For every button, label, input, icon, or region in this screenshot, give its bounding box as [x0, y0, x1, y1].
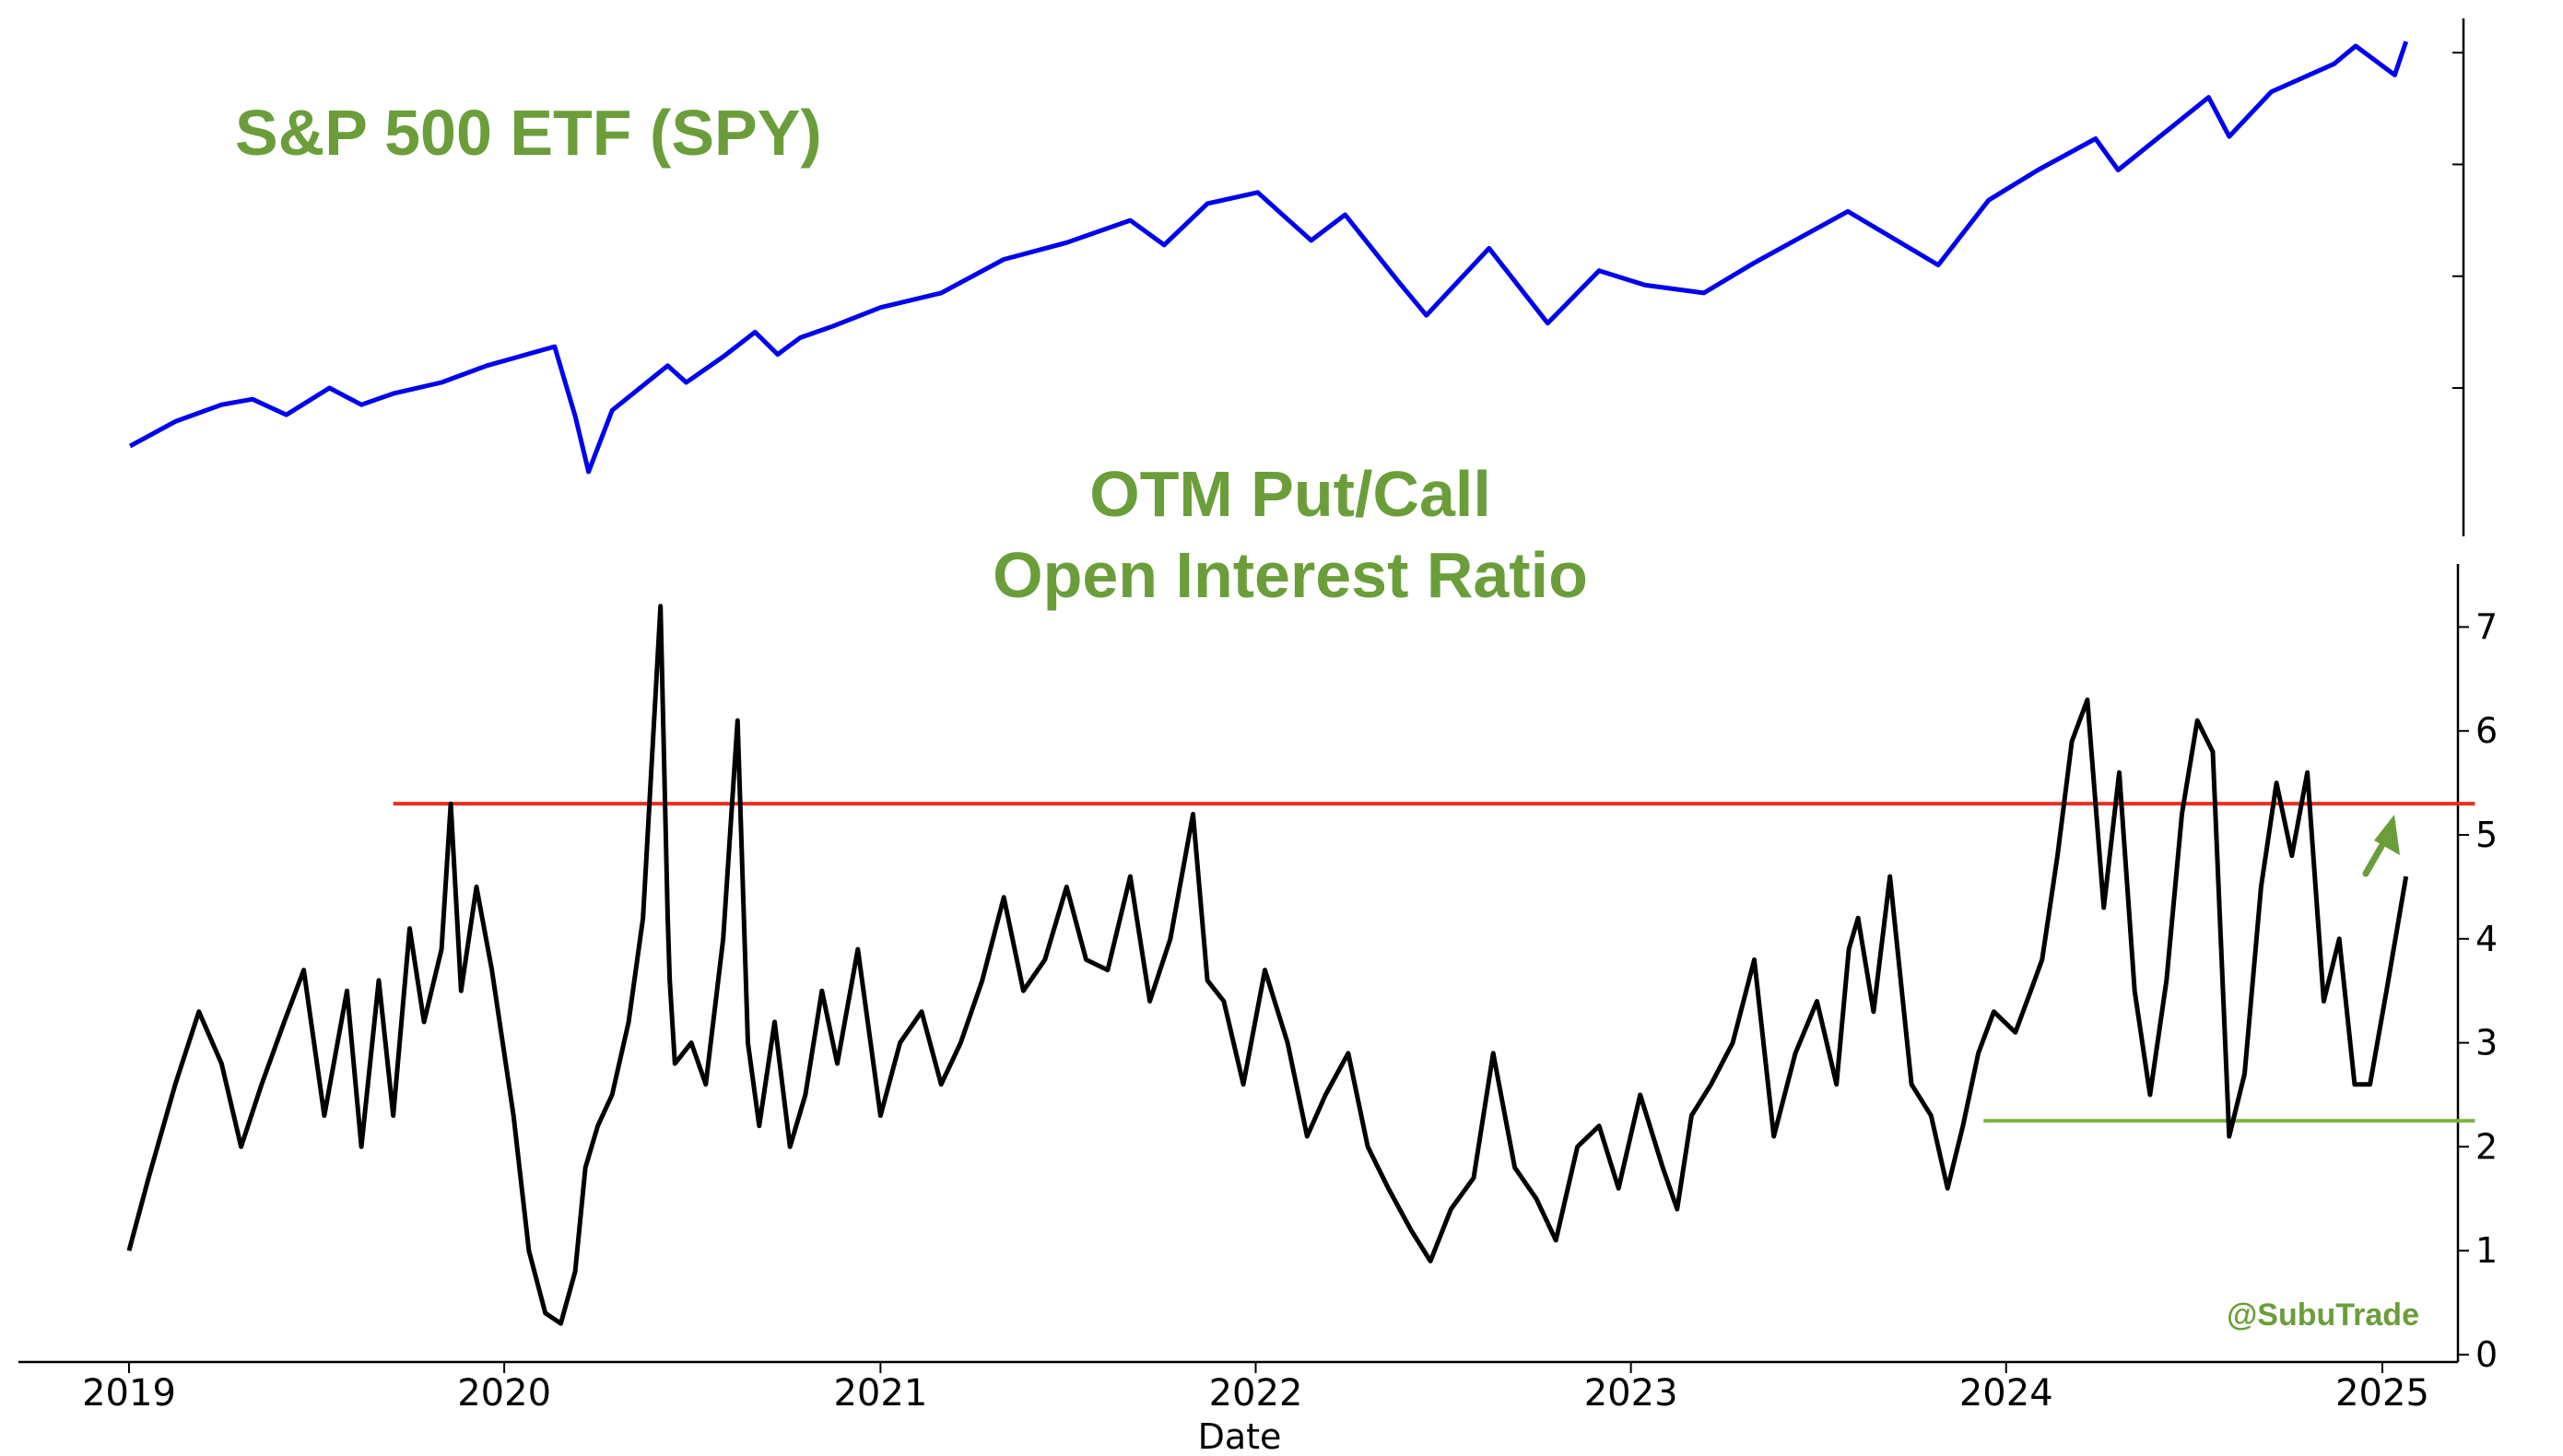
y-tick-label: 2 [2475, 1126, 2498, 1167]
x-tick-label: 2020 [457, 1372, 551, 1415]
spy-panel: S&P 500 ETF (SPY) [128, 18, 2465, 536]
pcr-title-line-2: Open Interest Ratio [993, 539, 1588, 611]
put-call-ratio-line [126, 604, 2409, 1326]
y-tick-label: 6 [2475, 710, 2498, 751]
pcr-panel: OTM Put/Call Open Interest Ratio 2019 202… [18, 458, 2498, 1456]
spy-ytick-marks [2452, 52, 2463, 390]
x-tick-label: 2022 [1209, 1372, 1303, 1415]
x-axis-label: Date [1198, 1416, 1282, 1456]
x-tick-label: 2019 [82, 1372, 176, 1415]
y-tick-label: 5 [2475, 815, 2498, 855]
up-arrow-annotation [2362, 815, 2400, 877]
x-axis-ticks: 2019 2020 2021 2022 2023 2024 2025 [82, 1362, 2429, 1415]
x-tick-label: 2023 [1584, 1372, 1678, 1415]
x-tick-label: 2024 [1959, 1372, 2053, 1415]
x-tick-label: 2025 [2335, 1372, 2429, 1415]
x-tick-label: 2021 [833, 1372, 927, 1415]
y-tick-label: 1 [2475, 1230, 2498, 1271]
y-axis-ticks: 0 1 2 3 4 5 6 7 [2458, 606, 2498, 1375]
pcr-title-line-1: OTM Put/Call [1089, 458, 1491, 530]
y-tick-label: 7 [2475, 606, 2498, 647]
y-tick-label: 0 [2475, 1334, 2498, 1375]
spy-price-line [128, 41, 2409, 475]
y-tick-label: 4 [2475, 919, 2498, 959]
watermark-subutrade: @SubuTrade [2227, 1297, 2419, 1333]
spy-title: S&P 500 ETF (SPY) [235, 97, 822, 169]
y-tick-label: 3 [2475, 1023, 2498, 1063]
